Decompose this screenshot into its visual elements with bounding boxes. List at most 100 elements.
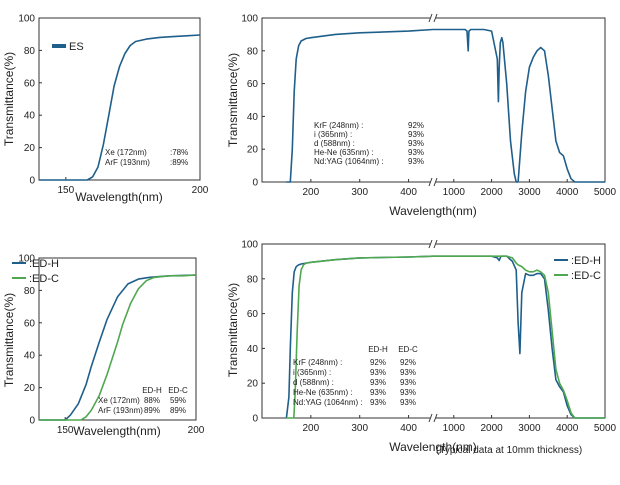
x-axis-label: Wavelength(nm) xyxy=(75,190,163,204)
axis-break-mark xyxy=(433,13,438,23)
y-tick-label: 40 xyxy=(24,111,36,122)
annotation-row-label: Nd:YAG (1064nm) : xyxy=(293,398,363,407)
annotation-row-label: KrF (248nm) : xyxy=(314,121,363,130)
annotation-row-value: 92% xyxy=(408,121,424,130)
y-tick-label: 100 xyxy=(241,14,258,25)
series-line-es xyxy=(286,28,605,183)
annotation-row-value: 93% xyxy=(370,388,386,397)
annotation-row-value: 93% xyxy=(400,388,416,397)
annotation-column-header: ED-C xyxy=(168,386,188,395)
x-axis-label: Wavelength(nm) xyxy=(389,204,477,218)
annotation-row-value: 93% xyxy=(408,148,424,157)
annotation-row-label: Nd:YAG (1064nm) : xyxy=(314,157,384,166)
x-tick-label: 1000 xyxy=(443,423,466,434)
x-tick-label: 200 xyxy=(192,185,209,196)
legend-label: :ED-C xyxy=(29,273,59,285)
x-tick-label: 150 xyxy=(57,185,74,196)
y-tick-label: 100 xyxy=(18,254,35,265)
annotation-row-value: :78% xyxy=(170,148,188,157)
annotation-column-header: ED-C xyxy=(398,345,418,354)
annotation-row-value: 93% xyxy=(370,378,386,387)
annotation-row-value: 93% xyxy=(370,368,386,377)
annotation-row-value: 59% xyxy=(170,396,186,405)
y-tick-label: 0 xyxy=(29,176,35,187)
axis-break-gap xyxy=(430,13,436,23)
series-line-ed-c xyxy=(39,274,197,421)
legend-label: :ED-H xyxy=(29,258,59,270)
annotation-row-value: 93% xyxy=(370,398,386,407)
x-tick-label: 5000 xyxy=(594,187,617,198)
annotation-row-value: 93% xyxy=(400,378,416,387)
x-tick-label: 400 xyxy=(400,187,417,198)
annotation-row-label: d (588nm) : xyxy=(314,139,355,148)
y-tick-label: 20 xyxy=(24,383,36,394)
y-tick-label: 100 xyxy=(18,14,35,25)
y-tick-label: 20 xyxy=(24,143,36,154)
x-tick-label: 2000 xyxy=(480,187,503,198)
annotation-column-header: ED-H xyxy=(142,386,162,395)
y-tick-label: 60 xyxy=(247,79,259,90)
annotation-row-label: ArF (193nm) xyxy=(98,406,143,415)
annotation-row-value: 92% xyxy=(400,358,416,367)
axis-break-mark xyxy=(428,413,433,423)
y-tick-label: 40 xyxy=(247,112,259,123)
axis-break-gap xyxy=(430,239,436,249)
x-axis-label: Wavelength(nm) xyxy=(389,440,477,454)
y-tick-label: 60 xyxy=(24,318,36,329)
annotation-row-label: ArF (193nm) xyxy=(105,158,150,167)
x-tick-label: 200 xyxy=(303,187,320,198)
annotation-row-label: KrF (248nm) : xyxy=(293,358,342,367)
series-line-ed-c xyxy=(286,255,605,419)
y-tick-label: 20 xyxy=(247,379,259,390)
y-tick-label: 20 xyxy=(247,145,259,156)
axis-break-mark xyxy=(428,177,433,187)
annotation-column-header: ED-H xyxy=(368,345,388,354)
y-tick-label: 80 xyxy=(24,286,36,297)
y-tick-label: 60 xyxy=(24,78,36,89)
annotation-row-value: 93% xyxy=(408,130,424,139)
y-tick-label: 80 xyxy=(247,46,259,57)
annotation-row-value: 93% xyxy=(408,157,424,166)
y-axis-label: Transmittance(%) xyxy=(226,53,240,147)
annotation-row-value: 88% xyxy=(144,396,160,405)
y-axis-label: Transmittance(%) xyxy=(2,293,16,387)
x-tick-label: 3000 xyxy=(518,423,541,434)
axis-break-mark xyxy=(433,239,438,249)
x-tick-label: 150 xyxy=(57,425,74,436)
axis-break-gap xyxy=(430,177,436,187)
annotation-row-value: 92% xyxy=(370,358,386,367)
y-tick-label: 40 xyxy=(24,351,36,362)
x-tick-label: 200 xyxy=(188,425,205,436)
axis-break-mark xyxy=(428,13,433,23)
x-tick-label: 3000 xyxy=(518,187,541,198)
axis-break-gap xyxy=(430,413,436,423)
annotation-row-label: He-Ne (635nm) : xyxy=(314,148,374,157)
annotation-row-value: 93% xyxy=(400,368,416,377)
x-tick-label: 4000 xyxy=(556,187,579,198)
y-tick-label: 60 xyxy=(247,309,259,320)
annotation-row-label: i (365nm) : xyxy=(314,130,352,139)
axis-break-mark xyxy=(428,239,433,249)
annotation-row-value: :89% xyxy=(170,158,188,167)
footnote: (Typical data at 10mm thickness) xyxy=(436,445,583,456)
annotation-row-label: i (365nm) : xyxy=(293,368,331,377)
y-tick-label: 80 xyxy=(247,274,259,285)
plot-frame xyxy=(38,17,201,181)
x-tick-label: 1000 xyxy=(443,187,466,198)
chart-edh-edc-wide: 0 20 40 60 80 100 200 300 400 1000 2000 3000 4000 500… xyxy=(226,239,617,454)
legend-label: :ED-H xyxy=(571,255,601,267)
annotation-row-value: 89% xyxy=(144,406,160,415)
y-tick-label: 0 xyxy=(252,178,258,189)
legend-label: :ED-C xyxy=(571,270,601,282)
annotation-row-value: 89% xyxy=(170,406,186,415)
legend-label: ES xyxy=(69,41,84,53)
annotation-row-label: d (588nm) : xyxy=(293,378,334,387)
x-tick-label: 5000 xyxy=(594,423,617,434)
x-tick-label: 400 xyxy=(400,423,417,434)
x-axis-label: Wavelength(nm) xyxy=(73,424,161,438)
chart-es-wide: 0 20 40 60 80 100 200 300 400 1000 2000 3000 4000 500… xyxy=(226,13,617,218)
plot-frame xyxy=(38,257,197,421)
annotation-row-value: 93% xyxy=(408,139,424,148)
y-axis-label: Transmittance(%) xyxy=(2,52,16,146)
